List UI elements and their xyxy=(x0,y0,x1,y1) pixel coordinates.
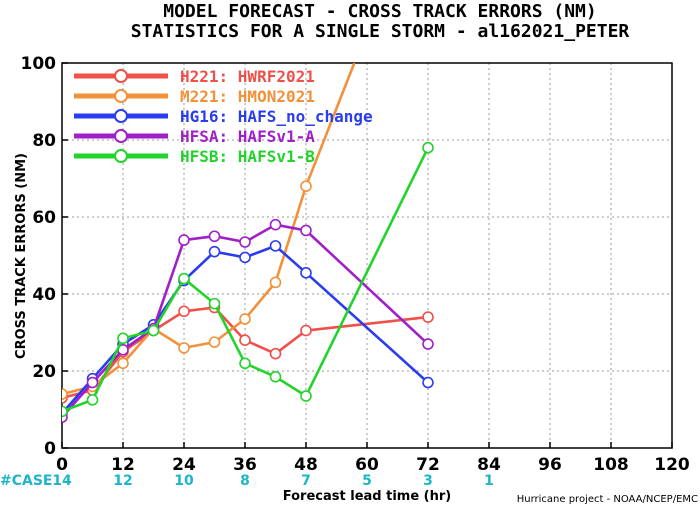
axis-ticks: 0 12 24 36 48 60 72 84 96 108 120 0 20 40 60 80 100 xyxy=(21,54,690,475)
data-point-marker xyxy=(300,224,312,237)
y-tick-label: 40 xyxy=(32,285,56,305)
data-point-marker xyxy=(117,332,129,345)
x-tick-label: 120 xyxy=(654,455,690,475)
series-line xyxy=(62,63,356,396)
legend-swatch-marker xyxy=(114,149,128,163)
legend-swatch-marker xyxy=(114,69,128,83)
data-point-marker xyxy=(422,376,434,389)
case-count: 8 xyxy=(240,473,250,489)
data-point-marker xyxy=(269,240,282,252)
legend-swatch-marker xyxy=(114,89,128,103)
data-point-marker xyxy=(422,141,434,154)
data-point-marker xyxy=(208,336,221,348)
legend-label: HFSA: HAFSv1-A xyxy=(180,127,315,146)
data-point-marker xyxy=(300,324,312,337)
case-count: 7 xyxy=(301,473,311,489)
series-4 xyxy=(62,141,434,418)
grid xyxy=(62,63,672,448)
case-count: 1 xyxy=(484,473,494,489)
x-tick-label: 36 xyxy=(233,455,257,475)
series-line xyxy=(62,244,429,415)
data-point-marker xyxy=(117,357,129,370)
data-point-marker xyxy=(239,236,251,248)
legend-label: HFSB: HAFSv1-B xyxy=(180,147,315,166)
credit-text: Hurricane project - NOAA/NCEP/EMC xyxy=(517,494,698,505)
case-count: 12 xyxy=(113,473,132,489)
legend-label: M221: HMON2021 xyxy=(180,87,315,106)
data-point-marker xyxy=(300,267,312,279)
data-point-marker xyxy=(208,245,221,258)
data-point-marker xyxy=(422,311,434,323)
y-tick-label: 100 xyxy=(21,54,57,74)
data-point-marker xyxy=(86,394,99,406)
data-point-marker xyxy=(178,305,190,318)
data-point-marker xyxy=(86,376,99,389)
data-point-marker xyxy=(239,334,251,347)
y-tick-label: 0 xyxy=(44,439,56,459)
x-tick-label: 12 xyxy=(111,455,135,475)
x-tick-label: 96 xyxy=(538,455,562,475)
legend-label: HG16: HAFS_no_change xyxy=(180,107,373,126)
data-point-marker xyxy=(269,276,282,289)
data-point-marker xyxy=(269,347,282,360)
legend-swatch-marker xyxy=(114,109,128,123)
data-point-marker xyxy=(208,297,221,310)
data-point-marker xyxy=(239,313,251,325)
legend-label: H221: HWRF2021 xyxy=(180,67,315,86)
case-count: 3 xyxy=(423,473,433,489)
y-tick-label: 60 xyxy=(32,208,56,228)
data-point-marker xyxy=(300,180,312,192)
data-point-marker xyxy=(239,357,251,370)
data-point-marker xyxy=(422,338,434,350)
data-point-marker xyxy=(300,390,312,402)
x-tick-label: 72 xyxy=(416,455,440,475)
y-tick-label: 20 xyxy=(32,362,56,382)
case-count-prefix: #CASE xyxy=(0,473,53,489)
case-count: 10 xyxy=(174,473,194,489)
series-line xyxy=(62,147,430,413)
x-tick-label: 60 xyxy=(355,455,379,475)
case-counts: 14 12 10 8 7 5 3 1 xyxy=(52,473,494,489)
x-tick-label: 24 xyxy=(172,455,196,475)
data-point-marker xyxy=(178,234,190,246)
data-point-marker xyxy=(147,324,160,337)
data-point-marker xyxy=(239,251,251,264)
x-tick-label: 108 xyxy=(593,455,629,475)
data-point-marker xyxy=(62,405,68,418)
data-point-marker xyxy=(178,342,190,354)
case-count: 14 xyxy=(52,473,72,489)
legend-swatch-marker xyxy=(114,129,128,143)
data-point-marker xyxy=(62,388,68,400)
data-point-marker xyxy=(208,230,221,243)
data-point-marker xyxy=(269,218,282,231)
chart-title: MODEL FORECAST - CROSS TRACK ERRORS (NM) xyxy=(163,1,596,22)
x-tick-label: 0 xyxy=(56,455,68,475)
chart-subtitle: STATISTICS FOR A SINGLE STORM - al162021… xyxy=(131,21,630,42)
data-point-marker xyxy=(269,370,282,383)
x-axis-label: Forecast lead time (hr) xyxy=(283,489,451,504)
y-axis-label: CROSS TRACK ERRORS (NM) xyxy=(14,153,29,359)
x-tick-label: 84 xyxy=(477,455,501,475)
x-tick-label: 48 xyxy=(294,455,318,475)
y-tick-label: 80 xyxy=(32,131,56,151)
case-count: 5 xyxy=(362,473,372,489)
series-lines xyxy=(62,63,434,423)
data-point-marker xyxy=(178,272,190,285)
